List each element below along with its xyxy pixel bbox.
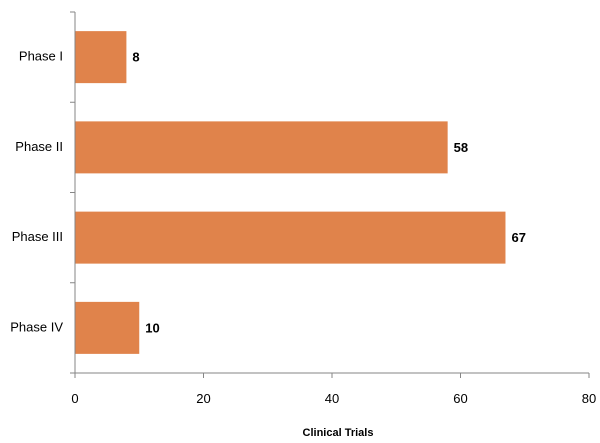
x-tick-label: 0: [71, 391, 78, 406]
x-tick-label: 60: [453, 391, 467, 406]
value-label: 67: [511, 230, 525, 245]
bar-phase-ii: [75, 121, 448, 174]
bar-phase-iv: [75, 301, 140, 354]
value-label: 8: [132, 50, 139, 65]
x-tick-label: 40: [325, 391, 339, 406]
ticks-layer: 0 20 40 60 80: [70, 11, 596, 406]
category-label: Phase III: [12, 229, 63, 244]
value-label: 58: [454, 140, 468, 155]
x-tick-label: 20: [196, 391, 210, 406]
category-label: Phase II: [15, 139, 63, 154]
bars-layer: [75, 31, 506, 354]
x-tick-label: 80: [582, 391, 596, 406]
labels-layer: Phase I 8 Phase II 58 Phase III 67 Phase IV 10: [10, 49, 526, 336]
x-axis-title: Clinical Trials: [303, 427, 374, 439]
category-label: Phase I: [19, 49, 63, 64]
value-label: 10: [145, 320, 159, 335]
category-label: Phase IV: [10, 319, 63, 334]
bar-phase-iii: [75, 211, 506, 264]
bar-phase-i: [75, 31, 127, 84]
